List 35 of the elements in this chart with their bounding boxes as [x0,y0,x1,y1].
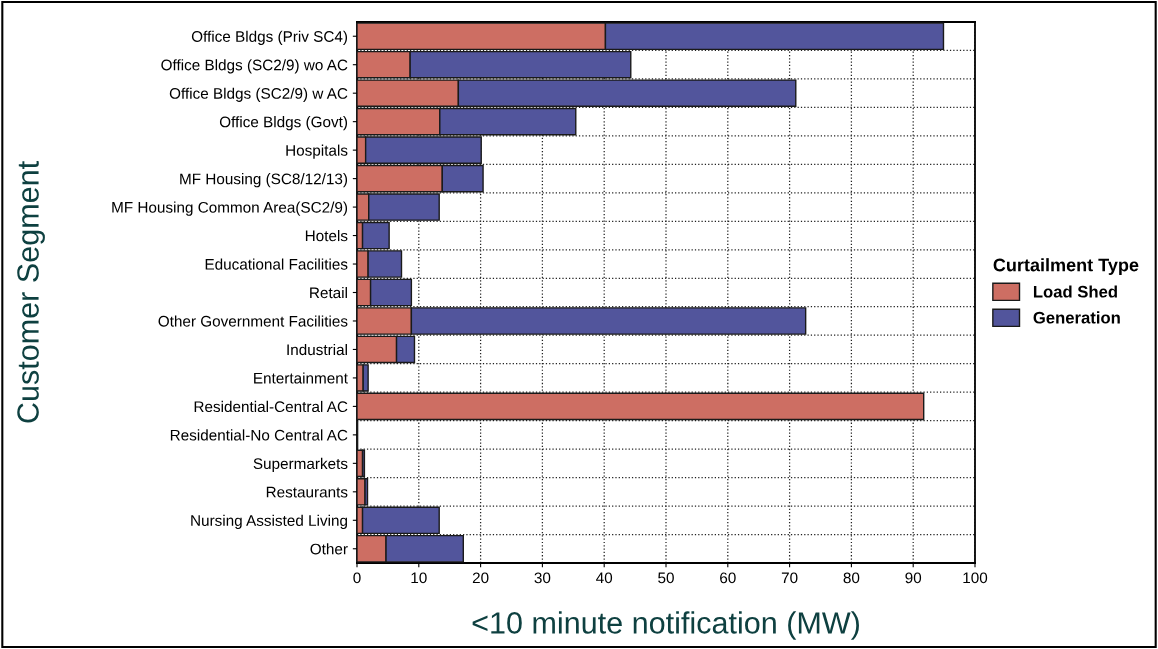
x-tick-label: 50 [658,572,674,584]
y-tick-label: Retail [310,286,347,299]
x-tick-label: 40 [596,572,613,584]
y-tick-label: Entertainment [254,372,348,384]
x-tick-label: 60 [720,572,736,584]
y-tick-label: Office Bldgs (Priv SC4) [191,30,348,45]
y-tick-label: MF Housing (SC8/12/13) [180,173,348,188]
y-tick-label: Educational Facilities [205,258,348,270]
x-tick-label: 10 [411,572,427,584]
y-tick-label: Industrial [287,343,347,356]
legend-label: Load Shed [1033,285,1117,298]
x-axis-title: <10 minute notification (MW) [472,611,859,640]
x-tick-label: 90 [905,572,922,584]
y-tick-label: Office Bldgs (SC2/9) w AC [169,87,348,102]
legend-title: Curtailment Type [993,258,1139,275]
y-tick-label: Hospitals [286,144,348,159]
x-tick-label: 70 [781,572,798,584]
y-tick-label: Nursing Assisted Living [191,514,347,529]
x-tick-label: 80 [843,572,860,584]
y-tick-label: Restaurants [266,486,348,498]
y-tick-label: Other [310,543,348,555]
x-tick-label: 20 [472,572,489,584]
y-tick-label: Other Government Facilities [158,315,348,327]
x-tick-label: 0 [353,572,361,584]
x-tick-label: 100 [963,572,988,584]
y-tick-label: Residential-Central AC [194,400,348,413]
y-tick-label: Residential-No Central AC [170,429,348,441]
x-tick-label: 30 [534,572,551,584]
y-tick-label: MF Housing Common Area(SC2/9) [112,201,348,216]
y-tick-label: Hotels [305,230,348,242]
y-tick-label: Office Bldgs (SC2/9) wo AC [161,59,348,74]
legend-label: Generation [1033,311,1120,324]
y-tick-label: Supermarkets [253,457,348,473]
y-axis-title: Customer Segment [17,161,45,423]
y-tick-label: Office Bldgs (Govt) [219,116,348,131]
